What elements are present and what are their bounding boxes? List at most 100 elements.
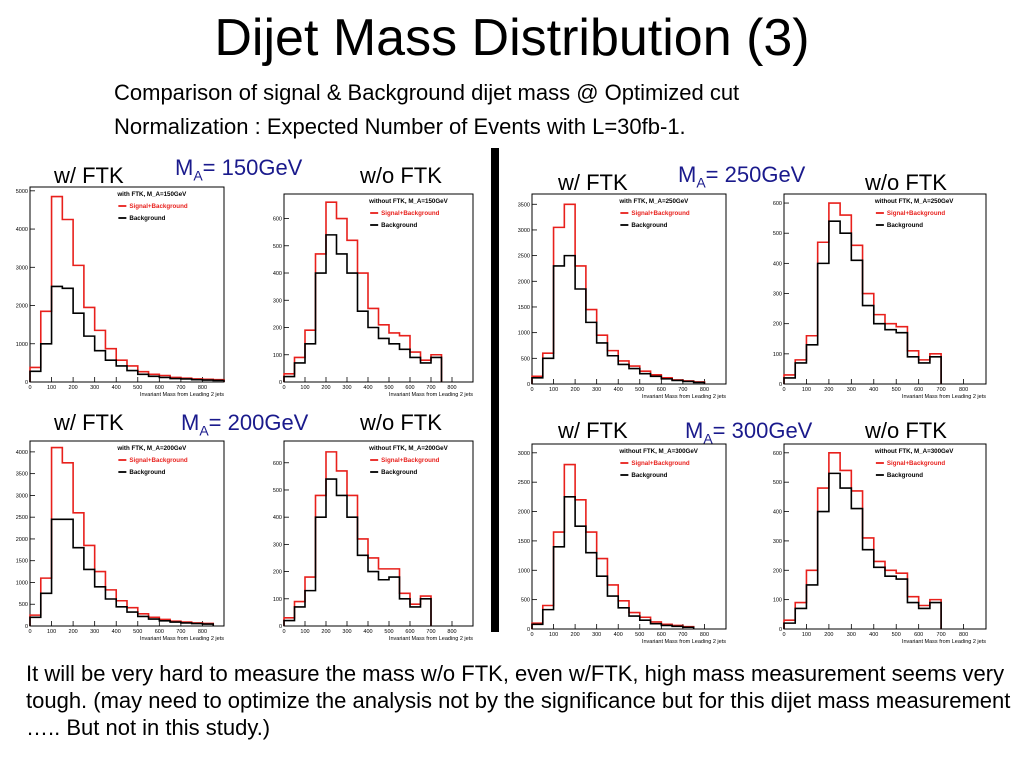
legend-box xyxy=(367,442,472,486)
x-tick-label: 500 xyxy=(133,629,142,635)
y-tick-label: 2000 xyxy=(518,510,530,516)
y-tick-label: 1500 xyxy=(518,539,530,545)
y-tick-label: 5000 xyxy=(16,189,28,195)
x-tick-label: 800 xyxy=(959,632,968,638)
label-ma-150: MA= 150GeV xyxy=(175,155,303,184)
series-signal-plus-background xyxy=(283,451,432,626)
x-axis-label: Invariant Mass from Leading 2 jets xyxy=(389,636,473,642)
y-tick-label: 1000 xyxy=(16,342,28,348)
x-tick-label: 0 xyxy=(530,387,533,393)
vertical-divider xyxy=(491,148,499,632)
x-tick-label: 700 xyxy=(176,629,185,635)
y-tick-label: 3500 xyxy=(16,472,28,478)
legend-box xyxy=(872,445,984,489)
x-tick-label: 0 xyxy=(282,629,285,635)
label-without-ftk-150: w/o FTK xyxy=(360,163,442,188)
x-tick-label: 800 xyxy=(959,387,968,393)
legend-entry: Background xyxy=(631,222,667,229)
legend-entry: Signal+Background xyxy=(381,210,439,217)
y-tick-label: 0 xyxy=(25,380,28,386)
y-tick-label: 500 xyxy=(773,231,782,237)
y-tick-label: 600 xyxy=(273,217,282,223)
histogram-title: without FTK, M_A=300GeV xyxy=(618,448,698,455)
x-tick-label: 200 xyxy=(321,629,330,635)
x-tick-label: 800 xyxy=(700,387,709,393)
y-tick-label: 300 xyxy=(273,542,282,548)
y-tick-label: 1000 xyxy=(518,331,530,337)
y-tick-label: 400 xyxy=(273,515,282,521)
label-without-ftk-200: w/o FTK xyxy=(360,410,442,435)
x-tick-label: 300 xyxy=(342,629,351,635)
y-tick-label: 1000 xyxy=(518,568,530,574)
x-tick-label: 500 xyxy=(892,387,901,393)
slide-title: Dijet Mass Distribution (3) xyxy=(214,9,810,67)
x-tick-label: 700 xyxy=(937,387,946,393)
x-tick-label: 800 xyxy=(198,385,207,391)
conclusion-note: It will be very hard to measure the mass… xyxy=(26,661,1011,740)
y-tick-label: 300 xyxy=(773,292,782,298)
x-tick-label: 500 xyxy=(635,632,644,638)
y-tick-label: 200 xyxy=(773,568,782,574)
x-tick-label: 500 xyxy=(635,387,644,393)
series-background xyxy=(783,220,942,384)
legend-box xyxy=(115,442,223,486)
x-tick-label: 700 xyxy=(176,385,185,391)
x-tick-label: 600 xyxy=(657,632,666,638)
y-tick-label: 1500 xyxy=(16,559,28,565)
x-tick-label: 800 xyxy=(198,629,207,635)
legend-entry: Signal+Background xyxy=(381,457,439,464)
x-axis-label: Invariant Mass from Leading 2 jets xyxy=(642,639,726,645)
y-tick-label: 200 xyxy=(773,322,782,328)
x-tick-label: 400 xyxy=(869,387,878,393)
histogram-title: with FTK, M_A=200GeV xyxy=(116,445,187,452)
y-tick-label: 500 xyxy=(521,598,530,604)
x-axis-label: Invariant Mass from Leading 2 jets xyxy=(140,636,224,642)
legend-entry: Background xyxy=(381,222,417,229)
y-tick-label: 500 xyxy=(773,480,782,486)
legend-entry: Background xyxy=(381,469,417,476)
x-tick-label: 400 xyxy=(363,629,372,635)
x-tick-label: 600 xyxy=(914,387,923,393)
x-tick-label: 700 xyxy=(426,385,435,391)
histogram-with-ftk-200: 0 500 1000 1500 2000 2500 3000 3500 4000 0 100 200 3… xyxy=(8,437,228,642)
subtitle-line-2: Normalization : Expected Number of Event… xyxy=(114,114,686,139)
x-tick-label: 300 xyxy=(90,629,99,635)
legend-entry: Background xyxy=(129,469,165,476)
y-tick-label: 0 xyxy=(527,627,530,633)
x-axis-label: Invariant Mass from Leading 2 jets xyxy=(902,639,986,645)
legend-entry: Background xyxy=(631,472,667,479)
label-with-ftk-200: w/ FTK xyxy=(54,410,124,435)
y-tick-label: 2500 xyxy=(518,480,530,486)
x-tick-label: 600 xyxy=(914,632,923,638)
legend-entry: Signal+Background xyxy=(129,203,187,210)
y-tick-label: 3000 xyxy=(16,493,28,499)
legend-entry: Signal+Background xyxy=(887,210,945,217)
y-tick-label: 3000 xyxy=(518,228,530,234)
y-tick-label: 200 xyxy=(273,570,282,576)
legend-box xyxy=(617,445,725,489)
legend-entry: Signal+Background xyxy=(631,460,689,467)
x-tick-label: 400 xyxy=(614,387,623,393)
x-tick-label: 400 xyxy=(112,385,121,391)
legend-box xyxy=(872,195,984,239)
y-tick-label: 3500 xyxy=(518,202,530,208)
x-tick-label: 200 xyxy=(321,385,330,391)
x-tick-label: 100 xyxy=(300,629,309,635)
y-tick-label: 2000 xyxy=(518,279,530,285)
x-tick-label: 400 xyxy=(363,385,372,391)
x-tick-label: 700 xyxy=(678,632,687,638)
series-signal-plus-background xyxy=(283,201,443,382)
histogram-without-ftk-250: 0 100 200 300 400 500 600 0 100 200 300 400 500 600 70… xyxy=(762,190,990,400)
histogram-title: without FTK, M_A=250GeV xyxy=(874,198,954,205)
label-with-ftk-300: w/ FTK xyxy=(558,418,628,443)
histogram-with-ftk-300: 0 500 1000 1500 2000 2500 3000 0 100 200 300 400 500… xyxy=(510,440,730,645)
x-tick-label: 300 xyxy=(90,385,99,391)
x-tick-label: 0 xyxy=(530,632,533,638)
y-tick-label: 500 xyxy=(521,356,530,362)
x-tick-label: 400 xyxy=(614,632,623,638)
x-tick-label: 400 xyxy=(869,632,878,638)
y-tick-label: 4000 xyxy=(16,227,28,233)
histogram-with-ftk-150: 0 1000 2000 3000 4000 5000 0 100 200 300 400 500 600… xyxy=(8,183,228,398)
y-tick-label: 0 xyxy=(25,624,28,630)
x-axis-label: Invariant Mass from Leading 2 jets xyxy=(642,394,726,400)
